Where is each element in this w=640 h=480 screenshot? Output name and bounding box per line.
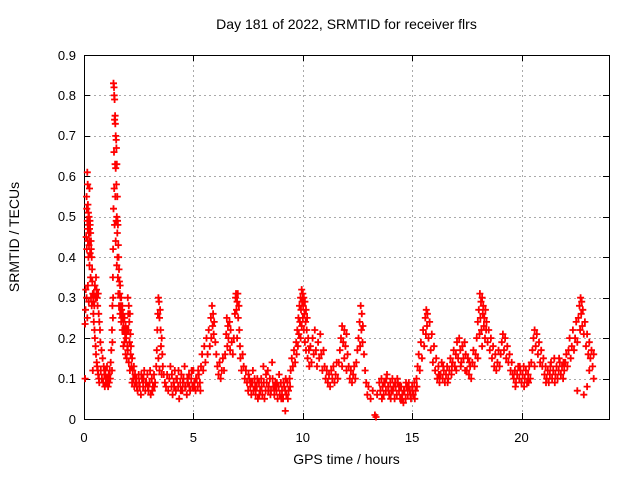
y-tick-label: 0.9 <box>57 47 76 63</box>
y-tick-label: 0.4 <box>57 249 76 265</box>
y-axis-label: SRMTID / TECUs <box>6 181 22 293</box>
chart-title: Day 181 of 2022, SRMTID for receiver flr… <box>216 16 477 32</box>
y-tick-label: 0.2 <box>57 330 76 346</box>
y-tick-label: 0 <box>68 411 76 427</box>
y-tick-label: 0.1 <box>57 371 76 387</box>
y-tick-label: 0.6 <box>57 168 76 184</box>
x-tick-label: 15 <box>404 430 420 445</box>
x-tick-label: 20 <box>514 430 529 445</box>
x-axis-label: GPS time / hours <box>293 451 400 467</box>
y-tick-label: 0.7 <box>57 128 76 144</box>
y-tick-label: 0.3 <box>57 290 76 306</box>
y-tick-label: 0.8 <box>57 87 76 103</box>
x-tick-label: 5 <box>189 430 197 445</box>
x-tick-label: 10 <box>295 430 310 445</box>
grid-lines <box>84 55 609 419</box>
y-tick-label: 0.5 <box>57 209 76 225</box>
x-tick-label: 0 <box>80 430 88 445</box>
data-points-layer <box>81 79 598 421</box>
